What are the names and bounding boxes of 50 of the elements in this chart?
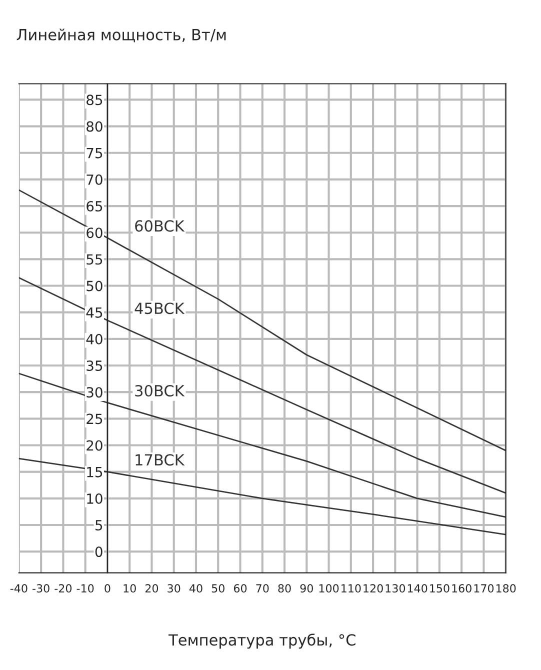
x-tick-label: 90	[300, 584, 313, 593]
y-tick-label: 75	[86, 148, 102, 158]
x-tick-label: 80	[278, 584, 291, 593]
series-label: 60BCK	[135, 220, 185, 232]
x-tick-label: 130	[386, 584, 406, 593]
y-tick-label: 50	[86, 280, 102, 292]
series-label: 30BCK	[135, 384, 185, 397]
y-tick-label: 55	[86, 254, 102, 265]
y-tick-label: 10	[87, 493, 102, 504]
x-tick-label: 170	[474, 584, 494, 593]
y-tick-label: 40	[86, 334, 102, 344]
x-tick-label: 50	[212, 584, 224, 593]
y-tick-label: 30	[86, 387, 102, 398]
x-tick-label: 70	[256, 584, 269, 593]
x-tick-label: 160	[452, 584, 472, 593]
chart-title: Линейная мощность, Вт/м	[16, 28, 226, 42]
x-tick-label: 110	[342, 584, 361, 593]
x-tick-label: -30	[32, 584, 50, 593]
y-tick-label: 25	[86, 414, 102, 424]
line-series	[18, 372, 506, 518]
x-tick-label: -20	[54, 584, 72, 593]
y-tick-label: 20	[86, 440, 102, 451]
x-tick-label: 30	[168, 584, 180, 593]
x-tick-label: 20	[145, 584, 158, 593]
x-tick-label: 180	[496, 584, 516, 593]
x-tick-label: 60	[234, 584, 247, 593]
x-tick-label: 0	[104, 584, 110, 593]
y-tick-label: 65	[86, 200, 102, 212]
x-tick-label: 100	[319, 584, 339, 593]
y-tick-label: 70	[86, 174, 102, 185]
x-tick-label: 140	[408, 584, 428, 593]
y-tick-label: 45	[86, 308, 102, 318]
x-tick-label: 150	[430, 584, 450, 593]
x-tick-label: -10	[76, 584, 94, 593]
series-label: 17BCK	[136, 454, 185, 466]
line-series	[18, 277, 506, 494]
x-axis-title: Температура трубы, °C	[168, 634, 356, 649]
x-tick-label: 10	[124, 584, 136, 593]
line-series	[18, 189, 506, 452]
x-tick-label: 120	[364, 584, 383, 593]
x-tick-label: -40	[10, 584, 28, 593]
y-tick-label: 85	[86, 94, 102, 106]
y-tick-label: 60	[86, 228, 102, 238]
y-tick-label: 35	[86, 360, 102, 371]
y-tick-label: 0	[95, 546, 102, 558]
x-tick-label: 40	[189, 584, 202, 593]
series-label: 45BCK	[134, 302, 185, 314]
y-tick-label: 15	[87, 466, 102, 478]
y-tick-label: 80	[86, 121, 102, 132]
y-tick-label: 5	[96, 520, 102, 530]
